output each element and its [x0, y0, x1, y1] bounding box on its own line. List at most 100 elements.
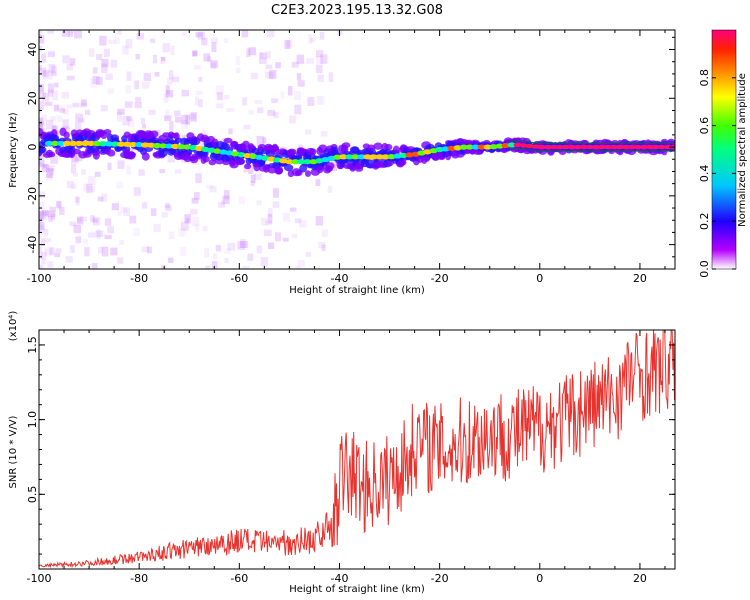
heat-noise-cell [70, 163, 77, 174]
heat-noise-cell [104, 218, 112, 226]
heat-core-cell [345, 154, 354, 160]
heat-band-cell [202, 155, 210, 163]
heat-noise-cell [222, 195, 230, 204]
heat-core-cell [122, 141, 132, 147]
heat-band-cell [103, 128, 112, 135]
heat-noise-cell [317, 74, 325, 83]
heat-noise-cell [116, 181, 124, 189]
heat-noise-cell [167, 257, 174, 263]
heat-noise-cell [47, 51, 56, 58]
heat-noise-cell [110, 247, 118, 256]
heat-noise-cell [141, 81, 150, 89]
heat-noise-cell [75, 153, 83, 162]
heat-noise-cell [66, 104, 73, 109]
heat-noise-cell [254, 99, 262, 105]
heat-noise-cell [320, 130, 328, 137]
heat-noise-cell [108, 39, 116, 44]
snr-y-label: SNR (10 * V/V) [8, 415, 19, 488]
heat-core-cell [363, 154, 372, 160]
heat-noise-cell [56, 200, 62, 210]
heat-noise-cell [212, 260, 218, 269]
heat-noise-cell [248, 47, 257, 56]
heat-noise-cell [242, 265, 250, 269]
heat-noise-cell [79, 102, 88, 108]
heat-noise-cell [46, 168, 53, 178]
heat-noise-cell [81, 169, 86, 175]
heat-noise-cell [48, 63, 56, 73]
heat-band-cell [106, 149, 116, 157]
heat-band-cell [242, 140, 250, 148]
heat-core-cell [603, 144, 613, 150]
heat-noise-cell [105, 73, 113, 80]
heat-noise-cell [305, 251, 311, 257]
heat-noise-cell [135, 96, 142, 103]
heat-noise-cell [133, 228, 140, 237]
y-tick-label: 40 [26, 43, 39, 57]
heat-core-cell [651, 144, 661, 150]
heat-noise-cell [126, 71, 132, 81]
heat-noise-cell [59, 108, 66, 113]
heat-noise-cell [272, 201, 280, 208]
spectrogram-frame [38, 29, 676, 270]
heat-noise-cell [101, 63, 108, 74]
heat-noise-cell [185, 115, 191, 125]
heat-noise-cell [124, 101, 133, 108]
heat-noise-cell [41, 114, 47, 122]
heat-noise-cell [94, 171, 101, 177]
heat-core-cell [104, 141, 114, 147]
heat-noise-cell [304, 129, 312, 135]
heat-noise-cell [195, 32, 203, 38]
heat-noise-cell [135, 53, 140, 60]
heat-noise-cell [242, 97, 248, 106]
heat-noise-cell [97, 247, 104, 254]
heat-core-cell [134, 142, 144, 148]
heat-noise-cell [87, 176, 96, 185]
heat-core-cell [633, 144, 643, 150]
heat-core-cell [116, 141, 126, 147]
heat-noise-cell [50, 213, 56, 220]
heat-noise-cell [61, 30, 70, 37]
heat-band-cell [305, 147, 316, 155]
heat-noise-cell [92, 216, 101, 226]
heat-noise-cell [75, 196, 80, 203]
heat-noise-cell [223, 38, 229, 44]
heat-core-cell [68, 140, 78, 147]
heat-noise-cell [267, 208, 273, 218]
heat-noise-cell [226, 107, 235, 113]
heat-noise-cell [123, 207, 131, 217]
spectrogram-x-label: Height of straight line (km) [289, 285, 425, 296]
heat-noise-cell [39, 210, 47, 221]
heat-noise-cell [148, 109, 156, 115]
heat-noise-cell [68, 31, 74, 37]
heat-noise-cell [46, 173, 53, 180]
x-tick-label: -100 [27, 572, 52, 585]
heat-noise-cell [39, 67, 46, 76]
heat-noise-cell [39, 30, 42, 37]
heat-noise-cell [56, 201, 62, 208]
heat-noise-cell [80, 99, 87, 107]
heat-band-cell [149, 130, 159, 138]
heat-noise-cell [269, 70, 277, 79]
heat-noise-cell [104, 48, 110, 57]
heatmap-field [39, 30, 675, 269]
heat-noise-cell [39, 85, 45, 94]
heat-noise-cell [40, 252, 47, 257]
heat-noise-cell [256, 136, 265, 146]
heat-core-cell [369, 154, 378, 160]
heat-noise-cell [247, 253, 254, 261]
heat-core-cell [339, 154, 348, 160]
heat-core-cell [128, 141, 138, 148]
heat-noise-cell [147, 246, 152, 254]
heat-noise-cell [39, 224, 45, 234]
heat-noise-cell [210, 62, 217, 69]
heat-band-cell [331, 146, 339, 156]
heat-noise-cell [92, 218, 99, 223]
heat-noise-cell [150, 38, 156, 43]
heat-noise-cell [152, 54, 158, 64]
heat-noise-cell [298, 144, 303, 150]
heat-noise-cell [86, 183, 93, 194]
heat-noise-cell [159, 169, 166, 174]
heat-band-cell [316, 165, 324, 174]
heat-core-cell [297, 159, 306, 165]
heat-noise-cell [209, 185, 217, 193]
